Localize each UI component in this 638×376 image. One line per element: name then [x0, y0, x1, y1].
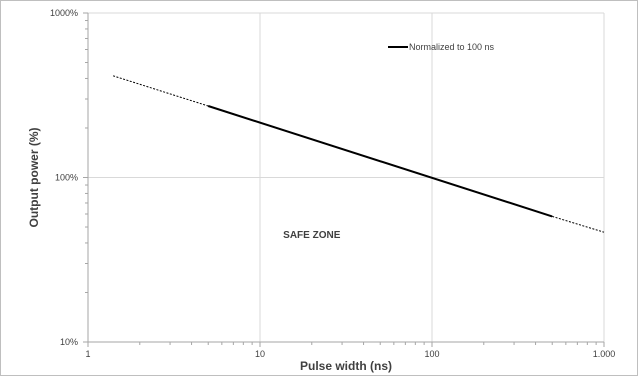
legend-label: Normalized to 100 ns [409, 42, 495, 52]
grid-layer [88, 12, 605, 342]
y-tick-label: 10% [60, 337, 78, 347]
series-layer [112, 75, 605, 233]
x-tick-label: 100 [424, 349, 439, 359]
y-tick-label: 1000% [50, 8, 78, 18]
x-axis-title: Pulse width (ns) [300, 359, 392, 373]
extrapolation-line [112, 75, 209, 107]
x-tick-label: 1 [85, 349, 90, 359]
label-layer: 1 10 100 1.000 10% 100% 1000% Pulse width (ns) O… [27, 8, 615, 373]
safe-zone-label: SAFE ZONE [283, 230, 341, 241]
legend: Normalized to 100 ns [388, 42, 495, 52]
series-line [207, 105, 553, 218]
axis-layer [83, 12, 605, 347]
x-tick-label: 10 [255, 349, 265, 359]
y-axis-title: Output power (%) [27, 128, 41, 228]
x-tick-label: 1.000 [593, 349, 616, 359]
y-tick-label: 100% [55, 173, 78, 183]
